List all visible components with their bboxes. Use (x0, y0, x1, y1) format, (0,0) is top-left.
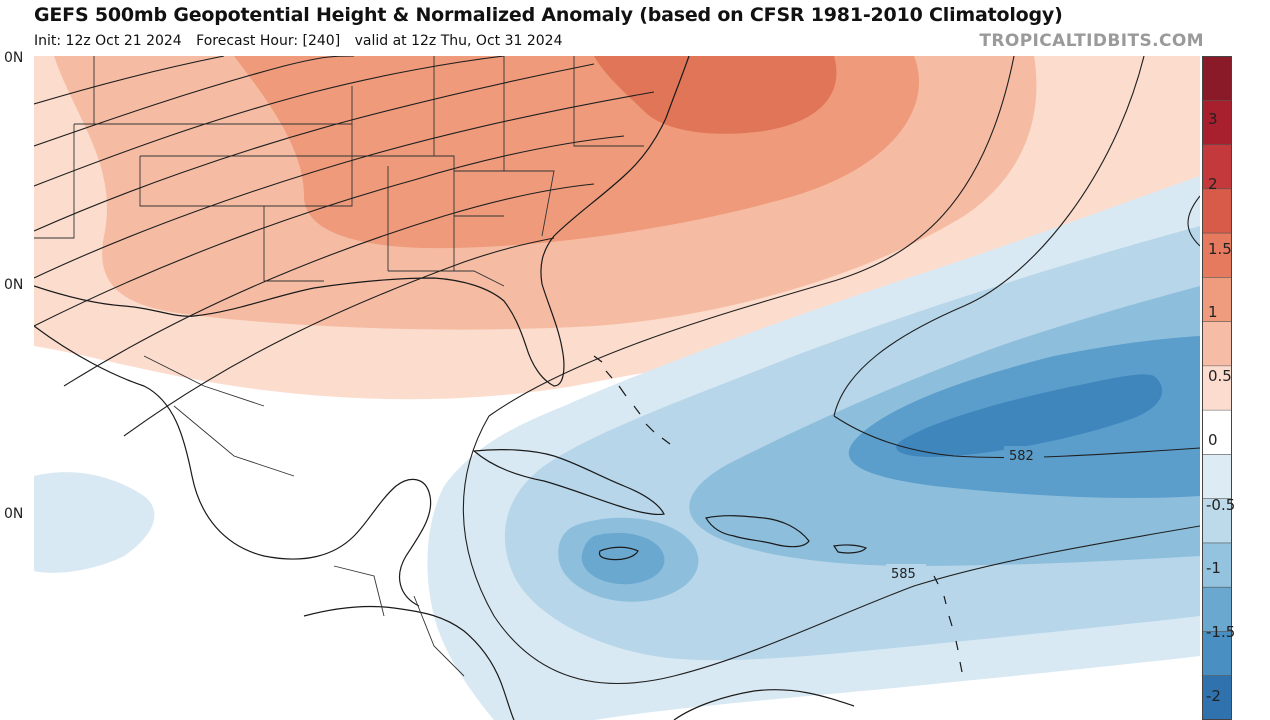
colorbar-swatch (1202, 675, 1232, 720)
forecast-hour: Forecast Hour: [240] (196, 33, 341, 49)
contour-label-582: 582 (1009, 449, 1034, 464)
colorbar-swatch (1202, 631, 1232, 677)
colorbar-label-minus-2: -2 (1206, 687, 1221, 705)
colorbar-swatch (1202, 542, 1232, 588)
contour-label-582-box (1004, 446, 1044, 464)
latitude-label-south: 0N (4, 506, 24, 522)
colorbar-label-0: 0 (1208, 431, 1218, 449)
latitude-label-middle: 0N (4, 277, 24, 293)
colorbar-swatch (1202, 144, 1232, 190)
colorbar-swatch (1202, 365, 1232, 411)
colorbar-label-2: 2 (1208, 175, 1218, 193)
contour-label-585: 585 (891, 567, 916, 582)
anomaly-colorbar (1202, 56, 1232, 720)
colorbar-label-minus-1-5: -1.5 (1206, 623, 1236, 641)
colorbar-label-3: 3 (1208, 110, 1218, 128)
positive-anomaly-strong (594, 56, 837, 134)
map-subtitle: Init: 12z Oct 21 2024 Forecast Hour: [24… (34, 33, 572, 49)
colorbar-swatch (1202, 454, 1232, 500)
colorbar-swatch (1202, 277, 1232, 323)
negative-anomaly-deep (896, 374, 1163, 457)
colorbar-label-0-5: 0.5 (1208, 367, 1232, 385)
site-credit: TROPICALTIDBITS.COM (979, 31, 1204, 51)
contour-label-585-box (886, 564, 926, 582)
colorbar-swatch (1202, 188, 1232, 234)
init-time: Init: 12z Oct 21 2024 (34, 33, 182, 49)
colorbar-label-minus-1: -1 (1206, 559, 1221, 577)
map-canvas: 582 585 (34, 56, 1200, 720)
valid-time: valid at 12z Thu, Oct 31 2024 (354, 33, 563, 49)
map-title: GEFS 500mb Geopotential Height & Normali… (34, 4, 1063, 26)
contour-582 (833, 56, 1200, 459)
height-contours (34, 56, 1200, 685)
colorbar-swatch (1202, 233, 1232, 278)
colorbar-swatch (1202, 587, 1232, 632)
colorbar-swatch (1202, 100, 1232, 146)
colorbar-swatch (1202, 321, 1232, 367)
colorbar-label-1-5: 1.5 (1208, 240, 1232, 258)
colorbar-label-minus-0-5: -0.5 (1206, 496, 1236, 514)
political-borders (34, 56, 644, 677)
colorbar-swatch (1202, 410, 1232, 455)
colorbar-label-1: 1 (1208, 303, 1218, 321)
colorbar-swatch (1202, 56, 1232, 101)
negative-anomaly-faint-west (34, 472, 155, 573)
latitude-label-north: 0N (4, 50, 24, 66)
anomaly-map: 582 585 (34, 56, 1200, 720)
contour-585 (462, 56, 1200, 685)
colorbar-swatch (1202, 498, 1232, 544)
